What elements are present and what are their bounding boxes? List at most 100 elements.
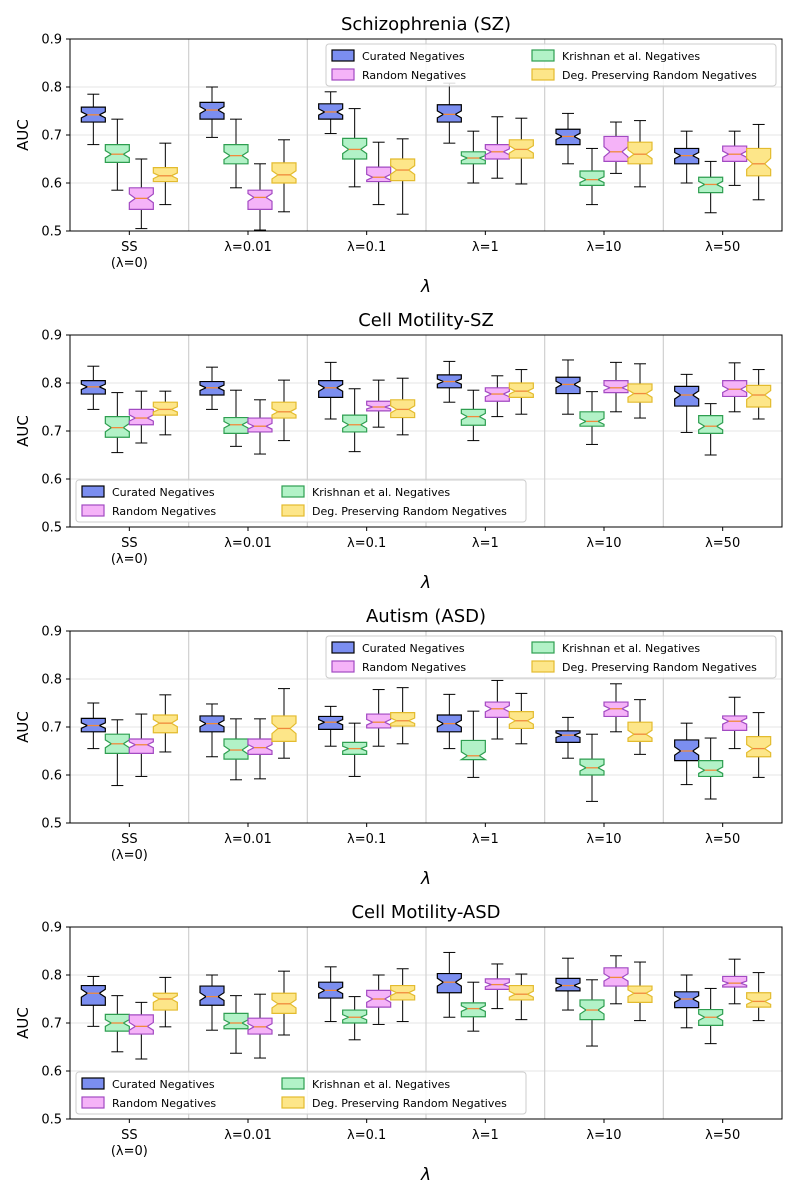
- x-tick-label: λ=0.01: [224, 1128, 272, 1143]
- box-random-negatives-1: [128, 713, 154, 777]
- y-tick-label: 0.7: [41, 425, 62, 440]
- box-krishnan-et-al-negatives-1: [104, 995, 130, 1053]
- box-body: [579, 170, 605, 186]
- box-random-negatives-3: [366, 141, 392, 206]
- x-tick-label-line: λ=0.01: [224, 240, 272, 255]
- box-body: [247, 417, 273, 433]
- box-body: [366, 166, 392, 183]
- x-tick-label: λ=50: [705, 832, 740, 847]
- legend-label: Deg. Preserving Random Negatives: [562, 69, 757, 82]
- box-random-negatives-6: [722, 696, 748, 750]
- y-tick-label: 0.5: [41, 521, 62, 536]
- box-random-negatives-5: [603, 955, 629, 1005]
- box-body: [627, 985, 653, 1003]
- y-axis-label: AUC: [14, 119, 32, 151]
- y-tick-label: 0.7: [41, 721, 62, 736]
- box-random-negatives-4: [484, 679, 510, 740]
- box-krishnan-et-al-negatives-4: [460, 389, 486, 442]
- legend-label: Curated Negatives: [362, 50, 465, 63]
- box-deg-preserving-random-negatives-3: [390, 968, 416, 1023]
- x-tick-label-line: λ=50: [705, 1128, 740, 1143]
- box-deg-preserving-random-negatives-1: [152, 976, 178, 1028]
- box-curated-negatives-2: [199, 86, 225, 138]
- x-tick-label: SS (λ=0): [111, 1128, 148, 1159]
- legend-label: Krishnan et al. Negatives: [562, 642, 700, 655]
- box-body: [199, 985, 225, 1006]
- box-body: [223, 738, 249, 760]
- box-random-negatives-5: [603, 683, 629, 733]
- axes-frame: [69, 926, 783, 1120]
- x-tick-label-line: λ=0.01: [224, 536, 272, 551]
- box-random-negatives-2: [247, 163, 273, 231]
- y-tick-label: 0.9: [41, 33, 62, 48]
- box-krishnan-et-al-negatives-2: [223, 118, 249, 189]
- box-body: [460, 408, 486, 426]
- box-curated-negatives-6: [674, 130, 700, 184]
- box-deg-preserving-random-negatives-3: [390, 377, 416, 436]
- box-krishnan-et-al-negatives-5: [579, 733, 605, 802]
- y-tick-label: 0.8: [41, 969, 62, 984]
- box-krishnan-et-al-negatives-4: [460, 981, 486, 1032]
- x-axis-label: λ: [420, 869, 431, 889]
- box-random-negatives-5: [603, 121, 629, 174]
- legend-swatch: [531, 641, 555, 654]
- legend-frame: [325, 43, 777, 87]
- legend-label: Krishnan et al. Negatives: [312, 1078, 450, 1091]
- box-curated-negatives-1: [80, 975, 106, 1027]
- x-tick-label-line: (λ=0): [111, 256, 148, 271]
- x-tick-label: λ=1: [472, 832, 499, 847]
- legend-label: Random Negatives: [362, 661, 466, 674]
- box-body: [247, 189, 273, 210]
- box-body: [342, 414, 368, 433]
- x-tick-label-line: SS: [121, 1128, 138, 1143]
- x-tick-label-line: λ=10: [586, 832, 621, 847]
- y-tick-label: 0.7: [41, 129, 62, 144]
- box-krishnan-et-al-negatives-2: [223, 389, 249, 447]
- box-krishnan-et-al-negatives-2: [223, 995, 249, 1054]
- y-tick-label: 0.9: [41, 329, 62, 344]
- x-tick-label-line: λ=0.1: [347, 832, 386, 847]
- box-body: [128, 738, 154, 754]
- box-krishnan-et-al-negatives-5: [579, 147, 605, 206]
- box-deg-preserving-random-negatives-2: [271, 379, 297, 442]
- box-curated-negatives-5: [555, 359, 581, 415]
- box-body: [223, 416, 249, 434]
- chart-title: Cell Motility-ASD: [351, 902, 500, 923]
- box-deg-preserving-random-negatives-2: [271, 688, 297, 759]
- legend-swatch: [331, 49, 355, 62]
- box-body: [698, 415, 724, 434]
- box-body: [128, 408, 154, 426]
- box-body: [342, 137, 368, 160]
- box-random-negatives-1: [128, 1001, 154, 1060]
- box-deg-preserving-random-negatives-3: [390, 687, 416, 745]
- box-curated-negatives-4: [436, 951, 462, 1018]
- box-curated-negatives-2: [199, 703, 225, 758]
- x-tick-label: λ=50: [705, 1128, 740, 1143]
- box-body: [247, 738, 273, 755]
- box-curated-negatives-6: [674, 373, 700, 433]
- x-tick-label: λ=0.1: [347, 1128, 386, 1143]
- box-random-negatives-4: [484, 116, 510, 179]
- box-body: [128, 1014, 154, 1035]
- x-tick-label: λ=1: [472, 536, 499, 551]
- box-krishnan-et-al-negatives-5: [579, 979, 605, 1047]
- box-body: [460, 1002, 486, 1018]
- box-curated-negatives-4: [436, 82, 462, 144]
- box-krishnan-et-al-negatives-3: [342, 996, 368, 1041]
- box-random-negatives-3: [366, 689, 392, 747]
- x-tick-label-line: λ=1: [472, 536, 499, 551]
- x-tick-label-line: λ=10: [586, 536, 621, 551]
- box-body: [722, 380, 748, 398]
- box-random-negatives-4: [484, 963, 510, 1010]
- box-random-negatives-5: [603, 361, 629, 413]
- y-tick-label: 0.5: [41, 1113, 62, 1128]
- box-random-negatives-3: [366, 974, 392, 1025]
- legend-frame: [325, 635, 777, 679]
- box-body: [746, 147, 772, 177]
- x-tick-label-line: λ=0.01: [224, 832, 272, 847]
- box-curated-negatives-2: [199, 366, 225, 410]
- x-tick-label-line: SS: [121, 832, 138, 847]
- y-tick-label: 0.5: [41, 817, 62, 832]
- x-tick-label: λ=10: [586, 1128, 621, 1143]
- box-curated-negatives-1: [80, 93, 106, 146]
